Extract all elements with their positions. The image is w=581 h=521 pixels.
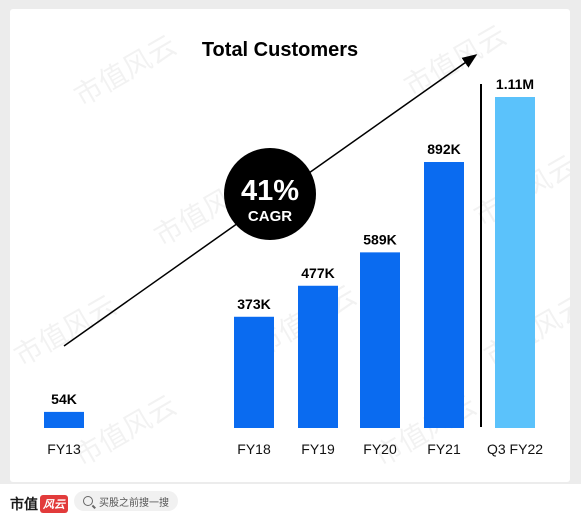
cagr-value: 41% bbox=[241, 175, 299, 207]
data-label: 477K bbox=[301, 265, 334, 281]
watermark-text: 市值风云 bbox=[68, 388, 182, 473]
data-label: 373K bbox=[237, 296, 270, 312]
watermark-text: 市值风云 bbox=[10, 288, 122, 373]
category-label: FY13 bbox=[47, 441, 81, 457]
brand-logo[interactable]: 市值 风云 bbox=[10, 494, 68, 514]
brand-mark: 风云 bbox=[40, 495, 68, 513]
chart-title: Total Customers bbox=[202, 39, 358, 61]
bar-q3-fy22 bbox=[495, 97, 535, 428]
chart-card: 市值风云市值风云市值风云市值风云市值风云市值风云市值风云市值风云市值风云 Tot… bbox=[10, 9, 570, 482]
data-label: 54K bbox=[51, 391, 77, 407]
bars-group: 54K FY13 373K FY18 477K FY19 589K FY20 892K FY21 1… bbox=[44, 76, 543, 457]
data-label: 892K bbox=[427, 141, 460, 157]
watermark-text: 市值风云 bbox=[68, 28, 182, 113]
bar-fy20 bbox=[360, 252, 400, 428]
data-label: 589K bbox=[363, 231, 396, 247]
bar-chart: 市值风云市值风云市值风云市值风云市值风云市值风云市值风云市值风云市值风云 Tot… bbox=[10, 18, 570, 473]
cagr-badge: 41% CAGR bbox=[224, 148, 316, 240]
category-label: FY20 bbox=[363, 441, 397, 457]
cagr-label: CAGR bbox=[248, 208, 292, 225]
search-placeholder: 买股之前搜一搜 bbox=[99, 497, 169, 509]
category-label: FY19 bbox=[301, 441, 335, 457]
search-icon bbox=[83, 496, 93, 506]
bar-fy18 bbox=[234, 316, 274, 428]
category-label: FY21 bbox=[427, 441, 461, 457]
data-label: 1.11M bbox=[496, 76, 534, 92]
search-box[interactable]: 买股之前搜一搜 bbox=[74, 491, 178, 511]
footer-bar: 市值 风云 买股之前搜一搜 bbox=[0, 484, 581, 521]
watermark-layer: 市值风云市值风云市值风云市值风云市值风云市值风云市值风云市值风云市值风云 bbox=[10, 18, 570, 473]
category-label: Q3 FY22 bbox=[487, 441, 543, 457]
category-label: FY18 bbox=[237, 441, 271, 457]
brand-name: 市值 bbox=[10, 497, 38, 513]
bar-fy21 bbox=[424, 162, 464, 428]
bar-fy13 bbox=[44, 411, 84, 428]
bar-fy19 bbox=[298, 285, 338, 428]
